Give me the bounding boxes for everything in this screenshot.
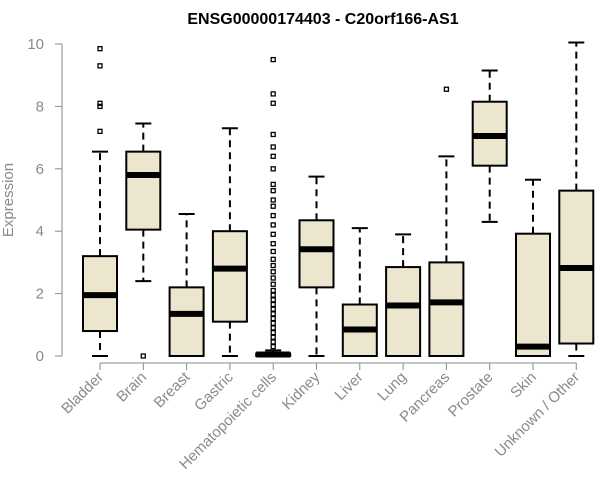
- box-1: [82, 46, 118, 357]
- box-body: [428, 261, 465, 357]
- box-7: [341, 227, 378, 357]
- outlier-point: [97, 100, 103, 106]
- y-tick-label: 6: [36, 161, 44, 178]
- outlier-point: [443, 86, 450, 92]
- y-axis-label: Expression: [0, 163, 17, 237]
- boxes-group: [82, 41, 595, 359]
- outlier-point: [270, 315, 276, 322]
- box-11: [515, 178, 551, 357]
- outlier-point: [270, 222, 276, 228]
- box-body: [125, 150, 162, 231]
- outlier-point: [270, 292, 276, 298]
- y-tick-label: 4: [36, 223, 44, 240]
- outlier-point: [270, 325, 276, 331]
- outlier-point: [270, 181, 276, 188]
- outlier-point: [270, 212, 276, 219]
- box-5: [255, 56, 292, 358]
- outlier-point: [97, 103, 103, 110]
- box-2: [125, 122, 162, 359]
- box-body: [168, 286, 205, 357]
- y-tick-label: 8: [36, 98, 44, 115]
- outlier-point: [270, 203, 276, 209]
- outlier-point: [270, 311, 276, 317]
- box-8: [385, 233, 422, 357]
- outlier-point: [270, 166, 276, 172]
- x-tick-label: Brain: [113, 369, 150, 406]
- outlier-point: [270, 56, 276, 63]
- outlier-point: [97, 46, 103, 52]
- outlier-point: [270, 231, 276, 237]
- box-3: [168, 213, 205, 357]
- x-tick-label: Liver: [332, 369, 367, 404]
- box-4: [211, 127, 248, 357]
- outlier-point: [270, 248, 276, 255]
- outlier-point: [270, 256, 276, 262]
- y-tick-label: 2: [36, 286, 44, 303]
- outlier-point: [270, 269, 276, 275]
- outlier-point: [140, 353, 146, 359]
- box-12: [558, 41, 595, 357]
- x-tick-label: Bladder: [58, 369, 107, 418]
- outlier-point: [270, 262, 276, 269]
- outlier-point: [270, 334, 276, 340]
- outlier-point: [270, 329, 276, 336]
- outlier-point: [270, 301, 276, 308]
- outlier-point: [270, 131, 276, 138]
- outlier-point: [270, 281, 276, 287]
- x-tick-label: Skin: [507, 369, 540, 402]
- y-axis: 0 2 4 6 8 10: [27, 36, 63, 365]
- box-10: [471, 69, 508, 223]
- outlier-point: [97, 128, 103, 135]
- outlier-point: [270, 241, 276, 247]
- outlier-point: [270, 297, 276, 303]
- outlier-point: [270, 187, 276, 194]
- x-tick-label: Prostate: [445, 369, 497, 421]
- outlier-point: [270, 91, 276, 97]
- box-9: [428, 86, 465, 357]
- box-body: [211, 230, 248, 323]
- chart-title: ENSG00000174403 - C20orf166-AS1: [187, 11, 458, 28]
- y-tick-label: 0: [36, 348, 44, 365]
- box-body: [515, 232, 551, 357]
- outlier-point: [270, 343, 276, 350]
- outlier-point: [270, 306, 276, 312]
- outlier-point: [270, 320, 276, 326]
- outlier-point: [270, 144, 276, 150]
- box-6: [298, 175, 335, 357]
- outlier-point: [270, 153, 276, 159]
- x-tick-label: Lung: [374, 369, 410, 405]
- outlier-point: [270, 100, 276, 106]
- outlier-point: [270, 339, 276, 345]
- outlier-point: [270, 197, 276, 203]
- outlier-point: [270, 275, 276, 281]
- x-tick-label: Breast: [151, 368, 194, 411]
- box-body: [298, 219, 335, 289]
- y-tick-label: 10: [27, 36, 44, 53]
- outlier-point: [97, 63, 103, 69]
- x-tick-label: Kidney: [279, 368, 324, 413]
- outlier-point: [270, 287, 276, 294]
- box-body: [385, 266, 422, 357]
